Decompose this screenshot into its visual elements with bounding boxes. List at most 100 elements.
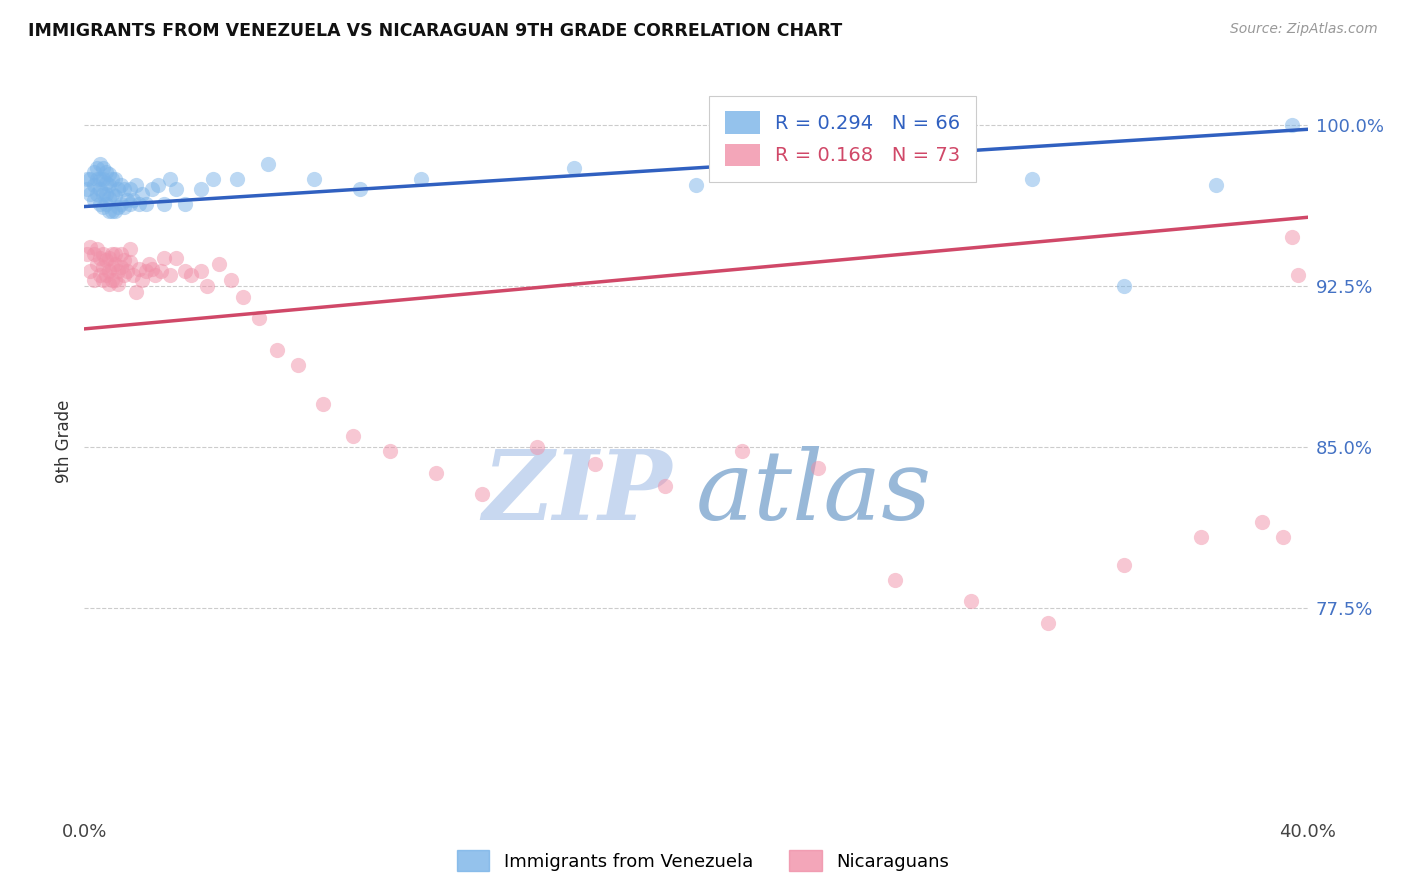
Point (731, 444, 754, 458)
Point (83, 272, 105, 286)
Point (349, 182, 371, 196)
Point (257, 156, 280, 170)
Point (89, 156, 111, 170)
Point (79, 171, 101, 186)
Point (86, 243, 108, 257)
Point (128, 197, 150, 211)
Point (122, 268, 145, 283)
Point (97, 167, 120, 181)
Point (110, 197, 132, 211)
Point (143, 268, 166, 283)
Point (1286, 268, 1309, 283)
Point (104, 246, 127, 260)
Point (159, 171, 181, 186)
Point (83, 165, 105, 179)
Point (302, 171, 325, 186)
Point (79, 186, 101, 201)
Point (89, 171, 111, 186)
Point (104, 189, 127, 203)
Point (83, 178, 105, 193)
Point (562, 161, 585, 175)
Point (94, 165, 117, 179)
Point (79, 264, 101, 278)
Point (83, 193, 105, 207)
Text: ZIP: ZIP (482, 446, 672, 541)
Point (471, 487, 494, 501)
Point (76, 182, 98, 196)
Point (120, 243, 142, 257)
Point (1114, 558, 1136, 572)
Point (101, 186, 124, 201)
Point (190, 182, 212, 196)
Point (97, 203, 120, 218)
Point (101, 246, 124, 260)
Point (128, 261, 150, 276)
Point (312, 397, 335, 411)
Point (94, 176, 117, 190)
Point (94, 253, 117, 268)
Point (219, 272, 242, 286)
Point (120, 182, 142, 196)
Point (91, 171, 114, 186)
Point (1189, 530, 1212, 544)
Point (287, 359, 309, 373)
Point (107, 277, 129, 291)
Point (86, 161, 108, 175)
Legend: Immigrants from Venezuela, Nicaraguans: Immigrants from Venezuela, Nicaraguans (450, 843, 956, 879)
Point (104, 203, 127, 218)
Point (97, 264, 120, 278)
Point (654, 478, 676, 492)
Point (115, 193, 138, 207)
Point (1114, 279, 1136, 293)
Point (135, 264, 157, 278)
Point (104, 272, 127, 286)
Point (107, 264, 129, 278)
Point (104, 258, 127, 272)
Point (125, 178, 148, 193)
Point (146, 178, 169, 193)
Point (89, 182, 111, 196)
Point (86, 186, 108, 201)
Point (165, 251, 187, 265)
Point (135, 197, 157, 211)
Point (226, 171, 249, 186)
Point (380, 444, 402, 458)
Point (138, 258, 160, 272)
Point (425, 466, 447, 480)
Point (97, 251, 120, 265)
Point (141, 261, 163, 276)
Y-axis label: 9th Grade: 9th Grade (55, 400, 73, 483)
Text: atlas: atlas (696, 446, 932, 541)
Point (89, 251, 111, 265)
Point (1021, 171, 1043, 186)
Point (76, 171, 98, 186)
Point (83, 246, 105, 260)
Point (232, 290, 254, 304)
Point (94, 186, 117, 201)
Point (174, 197, 197, 211)
Point (101, 272, 124, 286)
Point (266, 343, 288, 358)
Point (110, 260, 132, 274)
Point (110, 246, 132, 260)
Point (86, 171, 108, 186)
Point (153, 197, 176, 211)
Point (1281, 118, 1303, 132)
Point (101, 171, 124, 186)
Point (149, 264, 172, 278)
Point (91, 186, 114, 201)
Point (120, 255, 142, 269)
Point (112, 253, 135, 268)
Point (1272, 530, 1295, 544)
Point (107, 182, 129, 196)
Legend: R = 0.294   N = 66, R = 0.168   N = 73: R = 0.294 N = 66, R = 0.168 N = 73 (710, 95, 976, 182)
Point (1281, 229, 1303, 244)
Point (97, 277, 120, 291)
Point (91, 200, 114, 214)
Point (112, 182, 135, 196)
Point (247, 311, 270, 326)
Point (76, 246, 98, 260)
Point (807, 461, 830, 475)
Point (94, 268, 117, 283)
Point (1036, 615, 1059, 630)
